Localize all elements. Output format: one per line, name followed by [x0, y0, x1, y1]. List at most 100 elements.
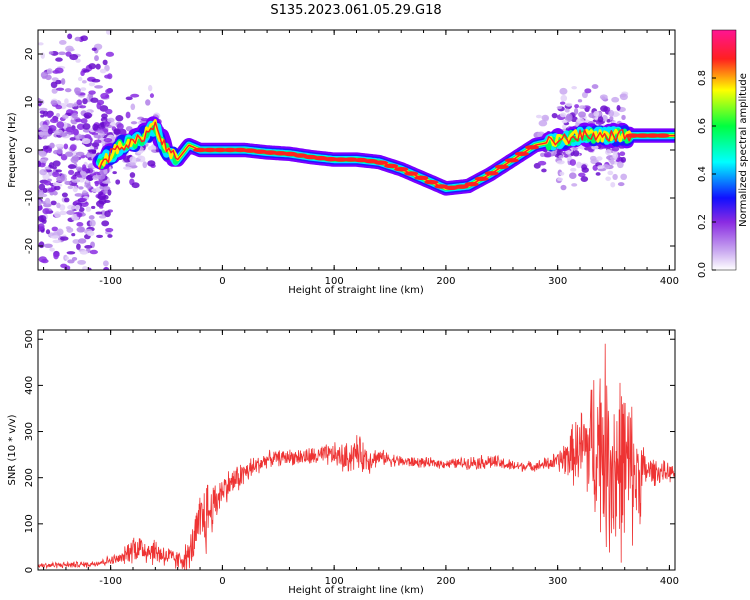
- spectrogram-noise-cell: [49, 142, 55, 149]
- spectrogram-noise-cell: [38, 107, 48, 112]
- spectrogram-noise-cell: [94, 181, 99, 187]
- spectrogram-noise-cell: [103, 138, 113, 143]
- spectrogram-peak-cell: [203, 147, 218, 153]
- spectrogram-noise-cell: [46, 112, 52, 119]
- spectrogram-noise-cell: [616, 104, 621, 111]
- spectrogram-noise-cell: [70, 275, 78, 279]
- spectrogram-noise-cell: [64, 98, 69, 105]
- spectrogram-noise-cell: [64, 180, 72, 185]
- spectrogram-noise-cell: [69, 53, 79, 61]
- spectrogram-noise-cell: [565, 102, 573, 107]
- spectrogram-noise-cell: [112, 171, 117, 175]
- spectrogram-noise-cell: [64, 256, 70, 260]
- spectrogram-noise-cell: [130, 103, 136, 111]
- spectrogram-noise-cell: [79, 105, 87, 109]
- spectrogram-noise-cell: [95, 63, 101, 70]
- spectrogram-noise-cell: [38, 183, 46, 191]
- spectrogram-noise-cell: [573, 107, 579, 115]
- snr-x-ticks: -100 0 100 200 300 400: [43, 330, 679, 587]
- spectrogram-noise-cell: [60, 263, 68, 268]
- spectrogram-noise-cell: [84, 134, 92, 140]
- spectrogram-noise-cell: [38, 241, 45, 249]
- spectrogram-noise-cell: [557, 177, 564, 182]
- spectrogram-noise-cell: [98, 191, 104, 196]
- spectrogram-noise-cell: [64, 151, 74, 157]
- spectrogram-noise-cell: [581, 164, 588, 171]
- spectrogram-noise-cell: [619, 151, 626, 157]
- spectrogram-peak-cell: [404, 171, 419, 176]
- spectrogram-noise-cell: [51, 77, 59, 82]
- spectrogram-noise-cell: [69, 137, 76, 141]
- spectrogram-noise-cell: [70, 156, 79, 164]
- spectrogram-noise-cell: [556, 106, 563, 110]
- spectrogram-noise-cell: [86, 174, 94, 181]
- spectrogram-peak-cell: [484, 171, 499, 176]
- spectrogram-noise-cell: [593, 110, 600, 117]
- spectrogram-noise-cell: [55, 143, 64, 148]
- spectrogram-noise-cell: [88, 63, 97, 70]
- y-tick-label: 10: [24, 96, 35, 109]
- spectrogram-y-label: Frequency (Hz): [7, 112, 18, 188]
- spectrogram-noise-cell: [578, 111, 586, 118]
- spectrogram-noise-cell: [55, 87, 65, 91]
- spectrogram-noise-cell: [605, 149, 612, 156]
- spectrogram-noise-cell: [74, 36, 81, 42]
- spectrogram-noise-cell: [74, 204, 81, 211]
- spectrogram-noise-cell: [589, 155, 597, 161]
- x-tick-label: 0: [219, 576, 225, 587]
- spectrogram-noise-cell: [107, 234, 113, 238]
- spectrogram-peak-cell: [524, 145, 539, 150]
- spectrogram-noise-cell: [559, 101, 566, 105]
- spectrogram-noise-cell: [51, 226, 59, 232]
- spectrogram-noise-cell: [101, 113, 108, 119]
- spectrogram-noise-cell: [95, 211, 103, 215]
- snr-marks: [38, 343, 675, 570]
- spectrogram-noise-cell: [543, 151, 552, 158]
- spectrogram-noise-cell: [102, 260, 109, 267]
- spectrogram-noise-cell: [610, 159, 615, 165]
- spectrogram-peak-cell: [333, 157, 348, 162]
- spectrogram-noise-cell: [42, 208, 50, 215]
- spectrogram-noise-cell: [75, 151, 85, 157]
- spectrogram-noise-cell: [537, 160, 547, 166]
- spectrogram-noise-cell: [64, 88, 72, 93]
- spectrogram-noise-cell: [63, 143, 69, 150]
- spectrogram-noise-cell: [94, 139, 102, 144]
- spectrogram-noise-cell: [597, 116, 604, 123]
- spectrogram-noise-cell: [88, 82, 96, 87]
- x-tick-label: 200: [436, 276, 455, 287]
- spectrogram-noise-cell: [560, 184, 567, 191]
- spectrogram-peak-cell: [374, 160, 389, 165]
- spectrogram-noise-cell: [43, 243, 53, 248]
- spectrogram-noise-cell: [78, 186, 84, 190]
- spectrogram-noise-cell: [60, 293, 67, 297]
- spectrogram-noise-cell: [66, 210, 75, 215]
- spectrogram-noise-cell: [56, 202, 61, 209]
- spectrogram-noise-cell: [612, 173, 618, 180]
- spectrogram-noise-cell: [68, 289, 76, 295]
- x-tick-label: 300: [548, 276, 567, 287]
- spectrogram-noise-cell: [103, 266, 110, 270]
- spectrogram-noise-cell: [38, 150, 47, 158]
- spectrogram-noise-cell: [88, 215, 95, 220]
- spectrogram-noise-cell: [77, 76, 83, 82]
- spectrogram-noise-cell: [69, 144, 77, 151]
- spectrogram-noise-cell: [69, 304, 74, 308]
- spectrogram-noise-cell: [80, 35, 88, 42]
- spectrogram-noise-cell: [576, 118, 585, 124]
- spectrogram-noise-cell: [67, 185, 74, 190]
- spectrogram-noise-cell: [607, 170, 614, 176]
- snr-y-label: SNR (10 * v/v): [7, 414, 18, 485]
- spectrogram-noise-cell: [63, 197, 70, 203]
- spectrogram-noise-cell: [129, 156, 137, 163]
- spectrogram-noise-cell: [77, 259, 87, 265]
- spectrogram-noise-cell: [621, 114, 626, 121]
- spectrogram-noise-cell: [569, 159, 577, 166]
- spectrogram-noise-cell: [98, 198, 107, 205]
- spectrogram-noise-cell: [558, 155, 564, 159]
- spectrogram-noise-cell: [535, 114, 542, 119]
- spectrogram-noise-cell: [50, 200, 57, 206]
- spectrogram-peak-cell: [414, 175, 429, 181]
- y-tick-label: -20: [24, 238, 35, 254]
- spectrogram-noise-cell: [48, 162, 55, 169]
